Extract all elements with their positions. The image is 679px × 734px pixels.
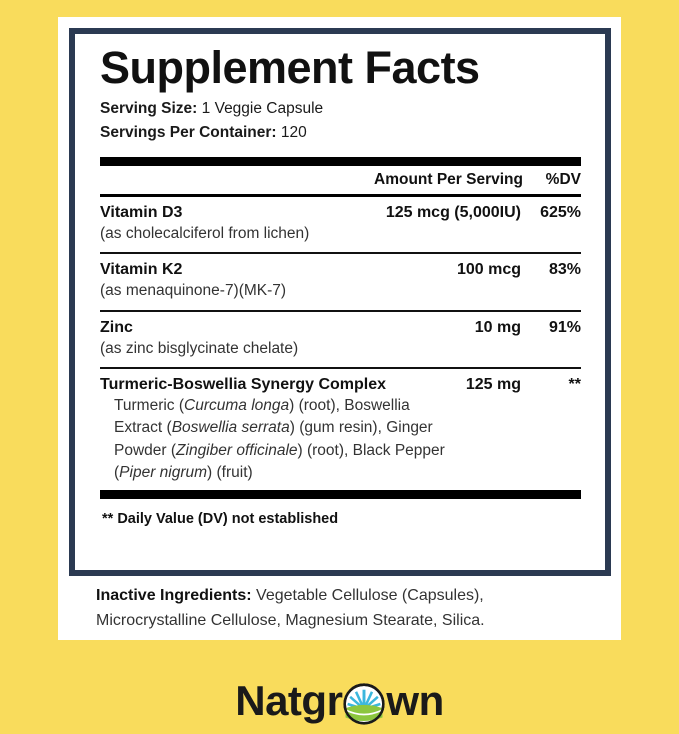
- dv-footnote: ** Daily Value (DV) not established: [102, 510, 339, 527]
- table-row-blend: Turmeric-Boswellia Synergy Complex 125 m…: [100, 369, 581, 490]
- rule-top-thick: [100, 156, 581, 166]
- page-title: Supplement Facts: [100, 42, 480, 93]
- rule-row-separator: [100, 309, 581, 312]
- nutrient-dv: 91%: [548, 318, 581, 336]
- nutrient-source: (as cholecalciferol from lichen): [100, 224, 310, 242]
- blend-amount: 125 mg: [465, 376, 521, 394]
- blend-ingredients: Turmeric (Curcuma longa) (root), Boswell…: [114, 397, 445, 481]
- column-header-dv: %DV: [545, 170, 581, 188]
- supplement-facts-panel: Supplement Facts Serving Size: 1 Veggie …: [69, 28, 611, 576]
- nutrient-amount: 100 mcg: [456, 261, 521, 279]
- serving-size-label: Serving Size:: [100, 100, 198, 118]
- rule-under-header: [100, 193, 581, 197]
- nutrient-source: (as zinc bisglycinate chelate): [100, 339, 299, 357]
- table-header-row: Amount Per Serving %DV: [100, 166, 581, 194]
- table-row: Zinc 10 mg 91% (as zinc bisglycinate che…: [100, 312, 581, 367]
- nutrient-main-line: Vitamin D3 125 mcg (5,000IU) 625%: [100, 204, 581, 222]
- nutrient-name: Vitamin K2: [100, 261, 183, 279]
- nutrient-name: Vitamin D3: [100, 203, 183, 221]
- brand-name-part1: Natgr: [235, 677, 343, 724]
- inactive-ingredients-value: Vegetable Cellulose (Capsules), Microcry…: [96, 587, 485, 629]
- servings-per-container-value: 120: [280, 123, 307, 141]
- nutrient-main-line: Zinc 10 mg 91%: [100, 319, 581, 337]
- inactive-ingredients-label: Inactive Ingredients:: [96, 587, 252, 604]
- nutrient-source: (as menaquinone-7)(MK-7): [100, 282, 287, 300]
- supplement-facts-inner: Supplement Facts Serving Size: 1 Veggie …: [75, 34, 605, 537]
- serving-size-line: Serving Size: 1 Veggie Capsule: [100, 97, 581, 120]
- servings-per-container-line: Servings Per Container: 120: [100, 121, 581, 144]
- table-row: Vitamin K2 100 mcg 83% (as menaquinone-7…: [100, 254, 581, 309]
- sun-over-field-icon: [343, 683, 386, 725]
- rule-bottom-thick: [100, 489, 581, 499]
- rule-row-separator: [100, 252, 581, 255]
- servings-per-container-label: Servings Per Container:: [100, 123, 277, 141]
- brand-name-part2: wn: [386, 677, 444, 724]
- nutrient-dv: 83%: [548, 261, 581, 279]
- nutrient-amount: 125 mcg (5,000IU): [385, 203, 521, 221]
- inactive-ingredients-block: Inactive Ingredients: Vegetable Cellulos…: [96, 584, 596, 634]
- column-header-amount: Amount Per Serving: [374, 170, 523, 188]
- nutrient-dv: 625%: [540, 203, 581, 221]
- blend-name: Turmeric-Boswellia Synergy Complex: [100, 376, 387, 394]
- rule-row-separator: [100, 367, 581, 370]
- blend-dv: **: [568, 376, 581, 394]
- nutrient-main-line: Vitamin K2 100 mcg 83%: [100, 261, 581, 279]
- nutrient-name: Zinc: [100, 318, 133, 336]
- nutrient-amount: 10 mg: [474, 318, 521, 336]
- serving-size-value: 1 Veggie Capsule: [201, 100, 324, 118]
- table-row: Vitamin D3 125 mcg (5,000IU) 625% (as ch…: [100, 197, 581, 252]
- brand-logo: Natgr wn: [0, 677, 679, 725]
- blend-main-line: Turmeric-Boswellia Synergy Complex 125 m…: [100, 376, 581, 394]
